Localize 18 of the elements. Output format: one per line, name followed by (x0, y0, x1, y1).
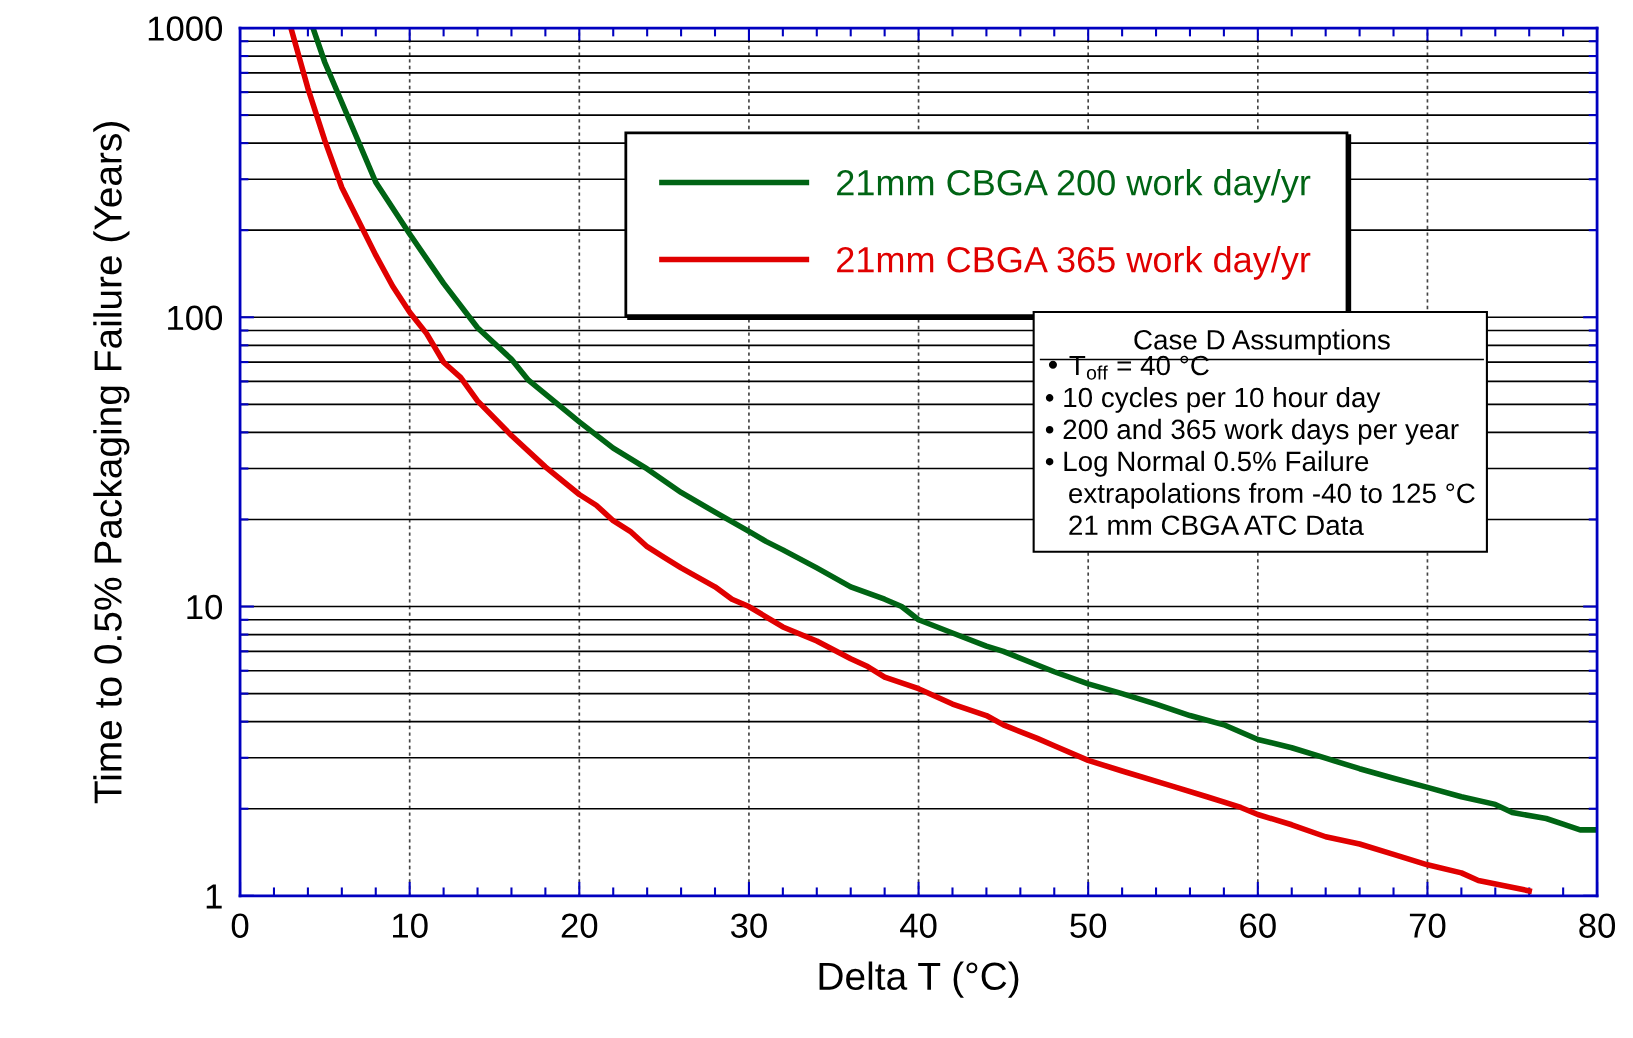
x-tick-label: 30 (730, 913, 767, 938)
x-tick-label: 80 (1579, 913, 1616, 938)
y-tick-label: 1 (206, 884, 222, 909)
y-tick-label: 10 (187, 594, 223, 620)
legend-label: 21mm CBGA 200 work day/yr (837, 168, 1311, 203)
x-tick-label: 70 (1409, 913, 1446, 938)
x-axis-title: Delta T (°C) (819, 961, 1019, 998)
y-axis-title: Time to 0.5% Packaging Failure (Years) (93, 122, 130, 804)
y-tick-label: 1000 (148, 16, 223, 41)
x-tick-label: 60 (1240, 913, 1276, 938)
y-tick-label: 100 (168, 305, 223, 331)
x-tick-label: 50 (1070, 913, 1107, 938)
legend-label: 21mm CBGA 365 work day/yr (837, 245, 1311, 280)
x-tick-label: 40 (900, 913, 937, 938)
x-tick-label: 0 (231, 913, 249, 938)
x-tick-label: 20 (561, 913, 598, 938)
annotation: Case D Assumptions (1134, 329, 1390, 356)
x-tick-label: 10 (393, 913, 428, 938)
